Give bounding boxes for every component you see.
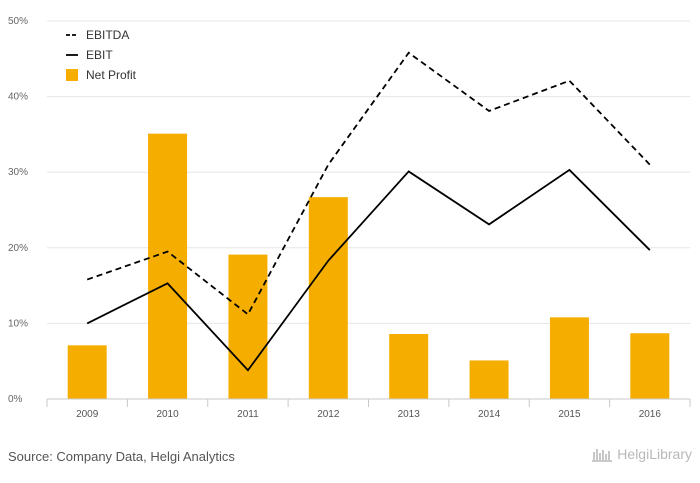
legend-swatch xyxy=(66,69,78,81)
x-tick-label: 2014 xyxy=(478,409,501,420)
brand-logo: HelgiLibrary xyxy=(591,446,692,462)
legend-label: Net Profit xyxy=(86,68,137,82)
x-tick-label: 2012 xyxy=(317,409,340,420)
x-tick-label: 2009 xyxy=(76,409,99,420)
bar xyxy=(630,333,670,399)
line-layer xyxy=(86,51,651,372)
bar xyxy=(308,197,348,399)
bar xyxy=(148,133,188,400)
axis-layer: 0% 10% 20% 30% 40% 50% 2009 2010 2011 2012 2013 201… xyxy=(8,16,691,420)
y-tick-label: 0% xyxy=(8,394,23,405)
y-tick-label: 40% xyxy=(8,92,28,103)
brand-name: HelgiLibrary xyxy=(617,446,692,462)
series-line xyxy=(86,168,651,372)
source-note: Source: Company Data, Helgi Analytics xyxy=(8,449,235,464)
series-line xyxy=(86,51,651,316)
legend-label: EBIT xyxy=(86,48,113,62)
x-tick-label: 2015 xyxy=(558,409,581,420)
bar xyxy=(549,317,589,399)
library-icon xyxy=(592,449,613,462)
grid-layer xyxy=(47,20,690,324)
x-tick-label: 2016 xyxy=(639,409,662,420)
legend-label: EBITDA xyxy=(86,28,129,42)
y-tick-label: 10% xyxy=(8,318,28,329)
y-tick-label: 20% xyxy=(8,243,28,254)
bar xyxy=(469,360,509,399)
bar xyxy=(389,333,429,399)
y-tick-label: 30% xyxy=(8,167,28,178)
legend: EBITDA EBIT Net Profit xyxy=(66,28,137,82)
bar xyxy=(67,345,107,399)
chart-svg: 0% 10% 20% 30% 40% 50% 2009 2010 2011 2012 2013 201… xyxy=(8,16,691,420)
x-tick-label: 2011 xyxy=(237,409,259,420)
bar-layer xyxy=(67,133,670,400)
bar xyxy=(228,254,268,399)
x-tick-label: 2013 xyxy=(398,409,421,420)
y-tick-label: 50% xyxy=(8,16,28,27)
x-tick-label: 2010 xyxy=(156,409,179,420)
